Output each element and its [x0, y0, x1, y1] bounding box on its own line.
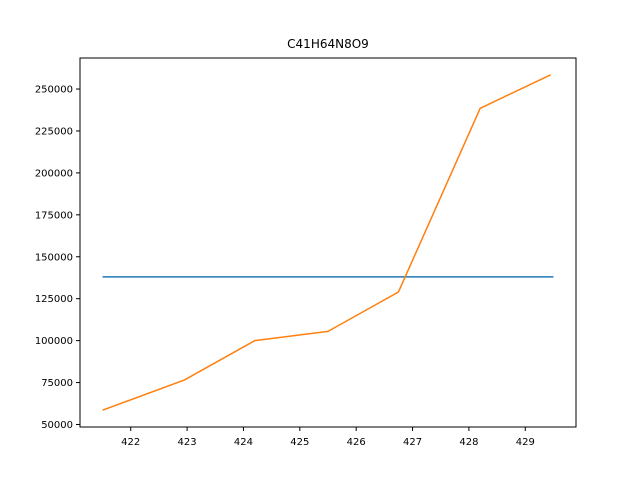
y-tick-label: 75000 — [41, 378, 73, 389]
y-tick-label: 150000 — [35, 252, 73, 263]
chart-title: C41H64N8O9 — [287, 37, 369, 51]
x-tick-label: 429 — [516, 437, 535, 448]
x-tick-label: 426 — [347, 437, 366, 448]
plot-frame — [79, 57, 577, 428]
x-tick-label: 428 — [459, 437, 478, 448]
series-layer — [102, 74, 554, 411]
y-tick-label: 125000 — [35, 294, 73, 305]
x-tick-label: 427 — [403, 437, 422, 448]
y-tick-label: 50000 — [41, 420, 73, 431]
y-tick-label: 225000 — [35, 126, 73, 137]
x-tick-label: 422 — [121, 437, 140, 448]
axes-layer: 422 423 424 425 426 427 428 429 50000 75000 100000… — [35, 57, 577, 448]
series-line-2 — [102, 74, 551, 411]
x-tick-label: 423 — [178, 437, 197, 448]
y-tick-label: 100000 — [35, 336, 73, 347]
x-tick-label: 425 — [290, 437, 309, 448]
y-tick-label: 175000 — [35, 210, 73, 221]
y-tick-label: 250000 — [35, 85, 73, 96]
x-tick-label: 424 — [234, 437, 253, 448]
y-tick-label: 200000 — [35, 168, 73, 179]
